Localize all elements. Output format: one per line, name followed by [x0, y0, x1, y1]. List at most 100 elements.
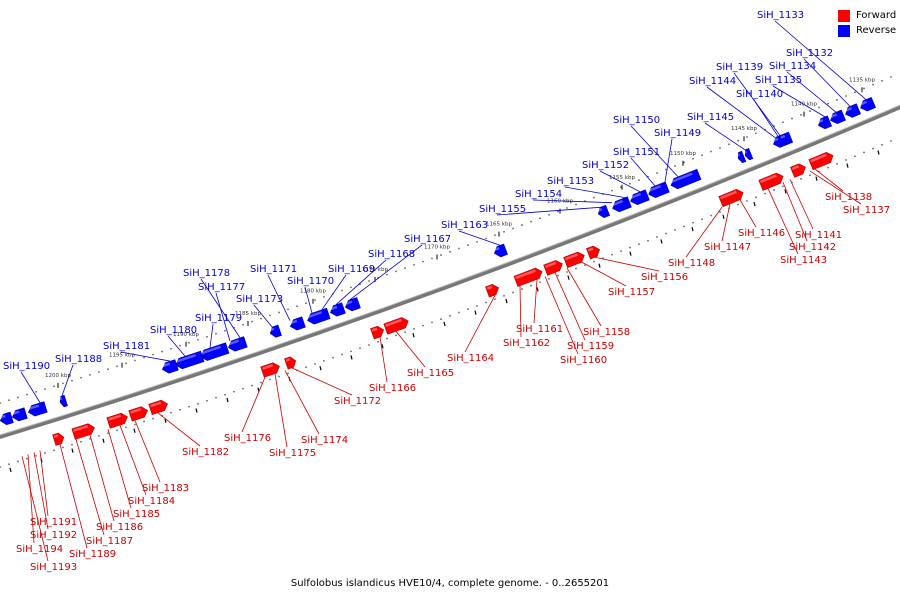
scale-dot-forward [332, 356, 334, 359]
scale-dot-reverse [881, 79, 883, 82]
scale-label: 1145 kbp [731, 126, 757, 132]
scale-dot-forward [17, 460, 19, 463]
scale-dot-forward [620, 250, 622, 253]
scale-dot-forward [881, 143, 883, 146]
scale-dot-reverse [872, 83, 874, 86]
scale-tick [784, 189, 787, 194]
scale-dot-forward [305, 366, 307, 369]
scale-dot-forward [170, 411, 172, 414]
forward-gene-label: SiH_1174 [301, 435, 348, 446]
scale-dot-reverse [341, 289, 343, 292]
forward-leader-line [291, 367, 353, 396]
reverse-gene-label: SiH_1152 [582, 160, 629, 171]
scale-dot-forward [215, 396, 217, 399]
scale-tick [753, 201, 756, 207]
forward-leader-line [809, 170, 862, 205]
scale-tick [598, 263, 601, 268]
scale-dot-forward [242, 387, 244, 390]
scale-label: 1180 kbp [300, 289, 326, 295]
forward-leader-line [241, 377, 266, 433]
scale-dot-forward [98, 435, 100, 437]
genome-backbone [0, 104, 900, 440]
forward-gene-label: SiH_1185 [113, 509, 160, 520]
backbone-line [0, 104, 900, 440]
scale-dot-forward [53, 449, 55, 452]
forward-gene-label: SiH_1184 [128, 496, 175, 507]
scale-dot-reverse [548, 213, 550, 216]
forward-gene-label: SiH_1194 [16, 544, 63, 555]
map-caption: Sulfolobus islandicus HVE10/4, complete … [290, 578, 610, 589]
forward-gene-label: SiH_1193 [30, 562, 77, 573]
scale-dot-reverse [35, 390, 37, 393]
reverse-gene-label: SiH_1144 [689, 76, 736, 87]
scale-dot-forward [521, 288, 523, 290]
scale-dot-reverse [161, 350, 163, 353]
reverse-leader-line [786, 71, 837, 113]
scale-dot-forward [827, 166, 829, 169]
scale-dot-forward [890, 140, 892, 142]
forward-gene-arrow [128, 406, 148, 422]
scale-dot-forward [359, 347, 361, 350]
scale-dot-reverse [629, 182, 631, 185]
scale-dot-reverse [179, 344, 181, 347]
scale-dot-reverse [62, 382, 64, 385]
scale-dot-reverse [251, 320, 253, 323]
reverse-leader-line [753, 99, 779, 137]
scale-dot-forward [233, 390, 235, 393]
scale-dot-forward [638, 243, 640, 246]
reverse-gene-label: SiH_1167 [404, 234, 451, 245]
scale-dot-reverse [287, 308, 289, 311]
scale-dot-forward [26, 457, 28, 460]
forward-gene-arrow [543, 260, 563, 276]
scale-dot-forward [224, 393, 226, 396]
scale-dot-forward [872, 147, 874, 150]
scale-tick [350, 355, 353, 360]
forward-gene-label: SiH_1138 [825, 192, 872, 203]
scale-dot-reverse [8, 399, 10, 402]
forward-leader-line [21, 456, 49, 562]
scale-dot-reverse [467, 244, 469, 247]
reverse-leader-line [774, 20, 867, 100]
scale-dot-reverse [827, 102, 829, 105]
forward-gene-label: SiH_1159 [567, 341, 614, 352]
forward-gene-arrow [563, 251, 585, 269]
forward-gene-label: SiH_1142 [789, 242, 836, 253]
scale-dot-forward [179, 408, 181, 411]
scale-dot-forward [116, 429, 118, 432]
scale-label: 1200 kbp [45, 373, 71, 379]
reverse-gene-label: SiH_1163 [441, 220, 488, 231]
scale-dot-reverse [476, 240, 478, 243]
scale-dot-forward [62, 446, 64, 449]
reverse-gene-label: SiH_1181 [103, 341, 150, 352]
scale-dot-reverse [719, 147, 721, 149]
forward-gene-label: SiH_1143 [780, 255, 827, 266]
scale-dot-forward [512, 291, 514, 294]
scale-dot-reverse [152, 353, 154, 356]
reverse-gene-label: SiH_1169 [328, 264, 375, 275]
forward-gene-label: SiH_1148 [668, 258, 715, 269]
scale-dot-forward [89, 437, 91, 440]
reverse-gene-arrow [0, 411, 14, 426]
scale-dot-reverse [125, 362, 127, 365]
reverse-leader-line [772, 85, 826, 118]
scale-dot-forward [584, 264, 586, 267]
reverse-gene-label: SiH_1171 [250, 264, 297, 275]
reverse-gene-label: SiH_1140 [736, 89, 783, 100]
scale-dot-forward [746, 200, 748, 202]
scale-dot-reverse [836, 98, 838, 101]
reverse-gene-arrow [737, 150, 747, 164]
forward-leader-line [107, 429, 132, 509]
scale-dot-forward [683, 225, 685, 228]
reverse-leader-line [599, 170, 641, 193]
forward-gene-arrow [284, 356, 297, 370]
reverse-gene-arrow [344, 297, 361, 312]
scale-dot-reverse [503, 230, 505, 233]
forward-gene-label: SiH_1187 [86, 536, 133, 547]
forward-leader-line [39, 450, 49, 517]
forward-leader-line [566, 267, 602, 327]
scale-label: 1190 kbp [173, 332, 199, 338]
scale-dot-reverse [611, 189, 613, 192]
scale-dot-reverse [449, 250, 451, 253]
